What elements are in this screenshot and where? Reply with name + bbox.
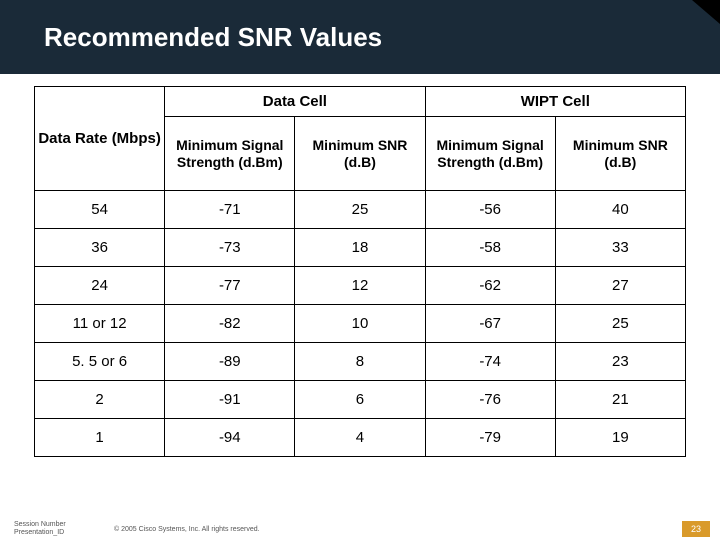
cell-a1: -94 — [165, 419, 295, 457]
cell-rate: 54 — [35, 191, 165, 229]
cell-a2: 12 — [295, 267, 425, 305]
cell-a2: 6 — [295, 381, 425, 419]
cell-b2: 21 — [555, 381, 685, 419]
col-group-data-cell: Data Cell — [165, 87, 425, 117]
col-wipt-snr: Minimum SNR (d.B) — [555, 117, 685, 191]
cell-b2: 23 — [555, 343, 685, 381]
table-row: 11 or 12 -82 10 -67 25 — [35, 305, 686, 343]
cell-a1: -71 — [165, 191, 295, 229]
cell-a1: -82 — [165, 305, 295, 343]
cell-rate: 1 — [35, 419, 165, 457]
cell-a1: -89 — [165, 343, 295, 381]
title-band: Recommended SNR Values — [0, 0, 720, 74]
copyright: © 2005 Cisco Systems, Inc. All rights re… — [74, 526, 682, 533]
cell-rate: 11 or 12 — [35, 305, 165, 343]
corner-decoration — [692, 0, 720, 24]
cell-b1: -74 — [425, 343, 555, 381]
cell-rate: 24 — [35, 267, 165, 305]
cell-b1: -67 — [425, 305, 555, 343]
cell-a2: 4 — [295, 419, 425, 457]
cell-b1: -79 — [425, 419, 555, 457]
table-row: 5. 5 or 6 -89 8 -74 23 — [35, 343, 686, 381]
col-data-rate: Data Rate (Mbps) — [35, 87, 165, 191]
col-data-signal: Minimum Signal Strength (d.Bm) — [165, 117, 295, 191]
table-row: 2 -91 6 -76 21 — [35, 381, 686, 419]
col-data-snr: Minimum SNR (d.B) — [295, 117, 425, 191]
cell-rate: 36 — [35, 229, 165, 267]
page-number: 23 — [682, 521, 710, 537]
cell-a2: 25 — [295, 191, 425, 229]
cell-a2: 18 — [295, 229, 425, 267]
cell-a2: 10 — [295, 305, 425, 343]
cell-a1: -73 — [165, 229, 295, 267]
slide-title: Recommended SNR Values — [44, 22, 382, 53]
cell-a1: -77 — [165, 267, 295, 305]
cell-b1: -62 — [425, 267, 555, 305]
col-wipt-signal: Minimum Signal Strength (d.Bm) — [425, 117, 555, 191]
col-group-wipt-cell: WIPT Cell — [425, 87, 685, 117]
cell-b2: 25 — [555, 305, 685, 343]
cell-rate: 2 — [35, 381, 165, 419]
cell-b2: 33 — [555, 229, 685, 267]
cell-b2: 40 — [555, 191, 685, 229]
snr-table: Data Rate (Mbps) Data Cell WIPT Cell Min… — [34, 86, 686, 457]
cell-b2: 27 — [555, 267, 685, 305]
table-row: 1 -94 4 -79 19 — [35, 419, 686, 457]
table-row: 36 -73 18 -58 33 — [35, 229, 686, 267]
cell-rate: 5. 5 or 6 — [35, 343, 165, 381]
slide: Recommended SNR Values Data Rate (Mbps) … — [0, 0, 720, 540]
cell-b1: -56 — [425, 191, 555, 229]
cell-a2: 8 — [295, 343, 425, 381]
cell-b1: -76 — [425, 381, 555, 419]
table-container: Data Rate (Mbps) Data Cell WIPT Cell Min… — [0, 74, 720, 518]
footer: Session Number Presentation_ID © 2005 Ci… — [0, 518, 720, 540]
cell-b1: -58 — [425, 229, 555, 267]
table-row: 54 -71 25 -56 40 — [35, 191, 686, 229]
session-id: Session Number Presentation_ID — [14, 521, 74, 536]
table-body: 54 -71 25 -56 40 36 -73 18 -58 33 24 -77… — [35, 191, 686, 457]
table-header-row-1: Data Rate (Mbps) Data Cell WIPT Cell — [35, 87, 686, 117]
table-row: 24 -77 12 -62 27 — [35, 267, 686, 305]
cell-b2: 19 — [555, 419, 685, 457]
cell-a1: -91 — [165, 381, 295, 419]
